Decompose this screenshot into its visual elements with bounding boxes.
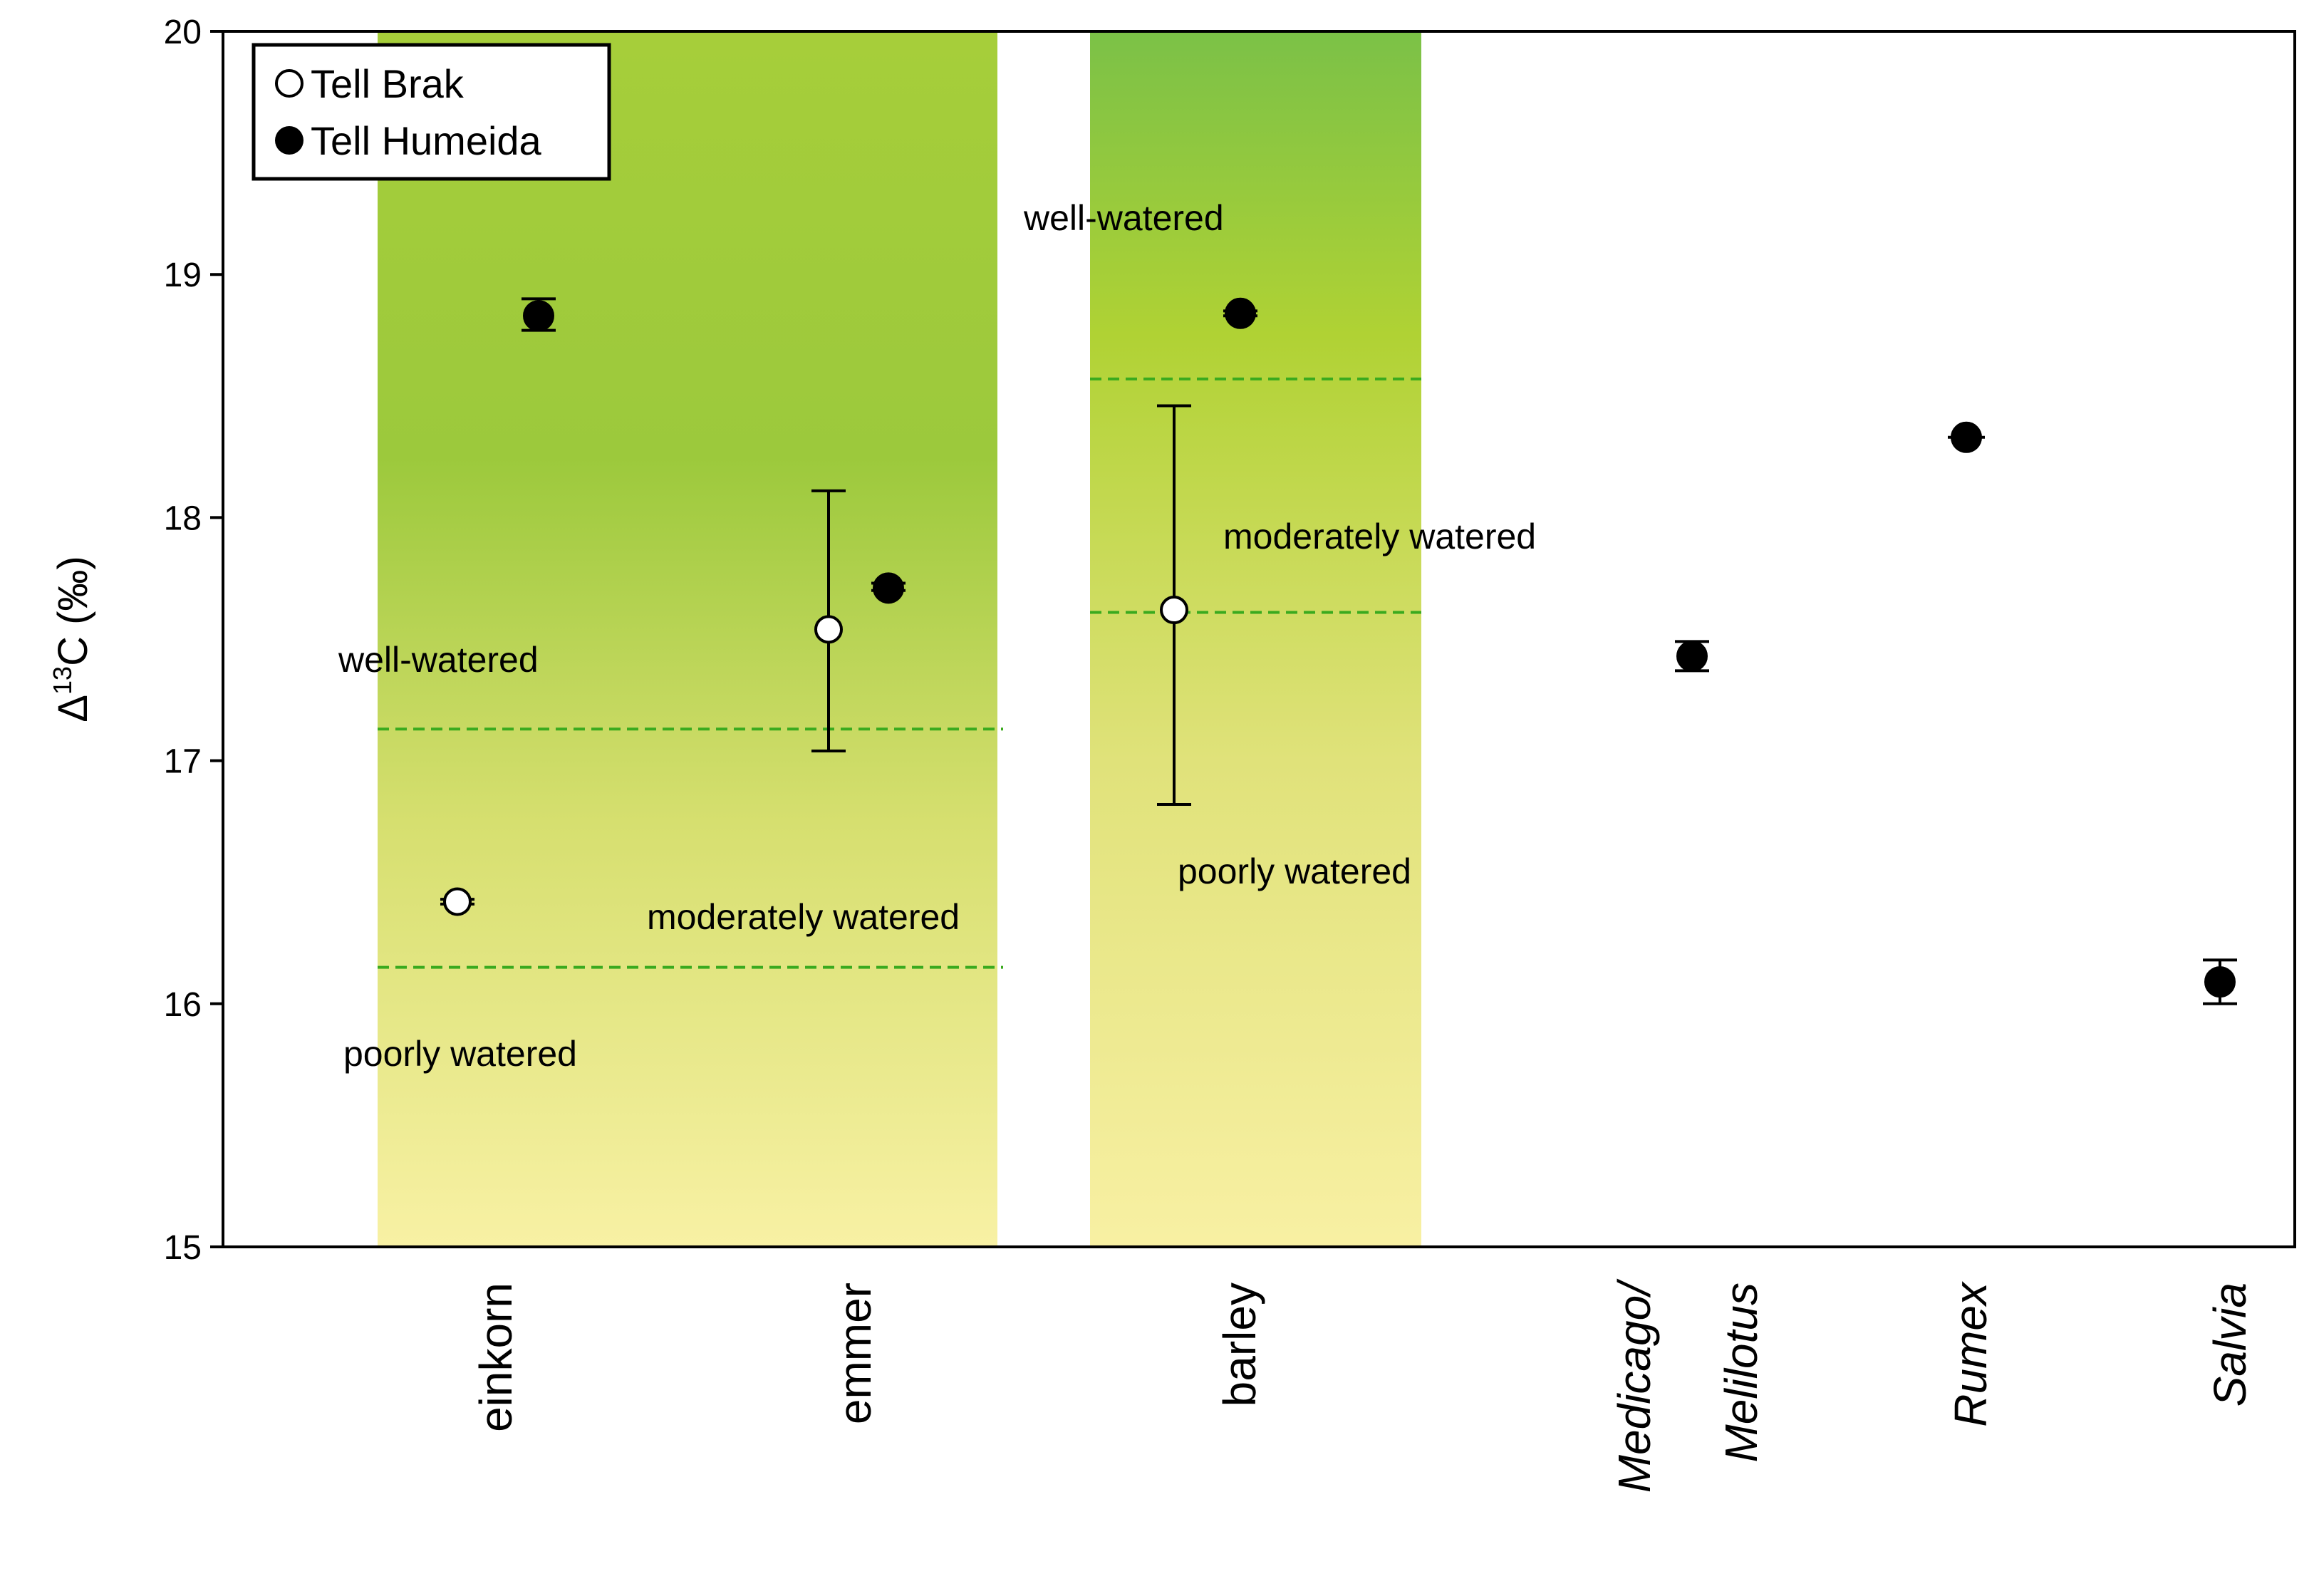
category-label-barley: barley (1214, 1282, 1265, 1406)
category-label-melilotus: Melilotus (1716, 1282, 1767, 1463)
y-tick-label: 16 (164, 986, 202, 1024)
wheat-zone-band (378, 31, 997, 1247)
barley-zone-band (1090, 31, 1421, 1247)
category-label-emmer: emmer (829, 1282, 881, 1424)
wheat-zone-label-poor: poorly watered (343, 1034, 577, 1074)
legend-marker-tell-humeida (275, 126, 303, 155)
y-axis: 15 16 17 18 19 20 (164, 14, 223, 1267)
legend: Tell Brak Tell Humeida (251, 43, 611, 181)
point-tell-humeida-emmer (873, 572, 904, 604)
barley-zone-label-well: well-watered (1023, 198, 1224, 238)
category-label-einkorn: einkorn (470, 1282, 522, 1432)
y-tick-label: 15 (164, 1229, 202, 1267)
wheat-zone-label-moderate: moderately watered (647, 897, 960, 937)
point-tell-brak-barley (1160, 596, 1188, 625)
category-label-salvia: Salvia (2204, 1282, 2256, 1406)
y-tick-label: 17 (164, 743, 202, 781)
barley-zone-label-moderate: moderately watered (1223, 517, 1536, 556)
point-tell-humeida-salvia (2204, 966, 2236, 998)
wheat-zone-label-well: well-watered (338, 640, 539, 680)
threshold-lines (378, 377, 1421, 969)
point-tell-humeida-einkorn (523, 300, 554, 332)
barley-zone-label-poor: poorly watered (1178, 851, 1411, 891)
plot-frame (222, 30, 2296, 1248)
legend-label-tell-brak: Tell Brak (311, 61, 465, 106)
y-axis-title-prefix: Δ (50, 695, 96, 722)
point-tell-brak-einkorn (443, 887, 472, 916)
legend-marker-tell-brak (275, 69, 303, 98)
y-axis-title-suffix: C (‰) (50, 556, 96, 666)
y-axis-title-superscript: 13 (48, 666, 77, 695)
y-tick-label: 20 (164, 14, 202, 51)
y-tick-label: 18 (164, 499, 202, 537)
y-axis-title: Δ13C (‰) (48, 556, 96, 722)
point-tell-brak-emmer (814, 615, 843, 644)
point-tell-humeida-rumex (1951, 421, 1982, 453)
point-tell-humeida-medicago-melilotus (1676, 640, 1708, 672)
legend-box (251, 43, 611, 181)
x-axis: einkorn emmer barley Medicago/ Melilotus… (470, 1278, 2256, 1493)
y-tick-label: 19 (164, 256, 202, 294)
legend-label-tell-humeida: Tell Humeida (311, 118, 542, 163)
point-tell-humeida-barley (1225, 297, 1256, 329)
category-label-rumex: Rumex (1945, 1281, 1996, 1427)
data-points (440, 297, 2237, 1005)
category-label-medicago: Medicago/ (1609, 1278, 1660, 1493)
